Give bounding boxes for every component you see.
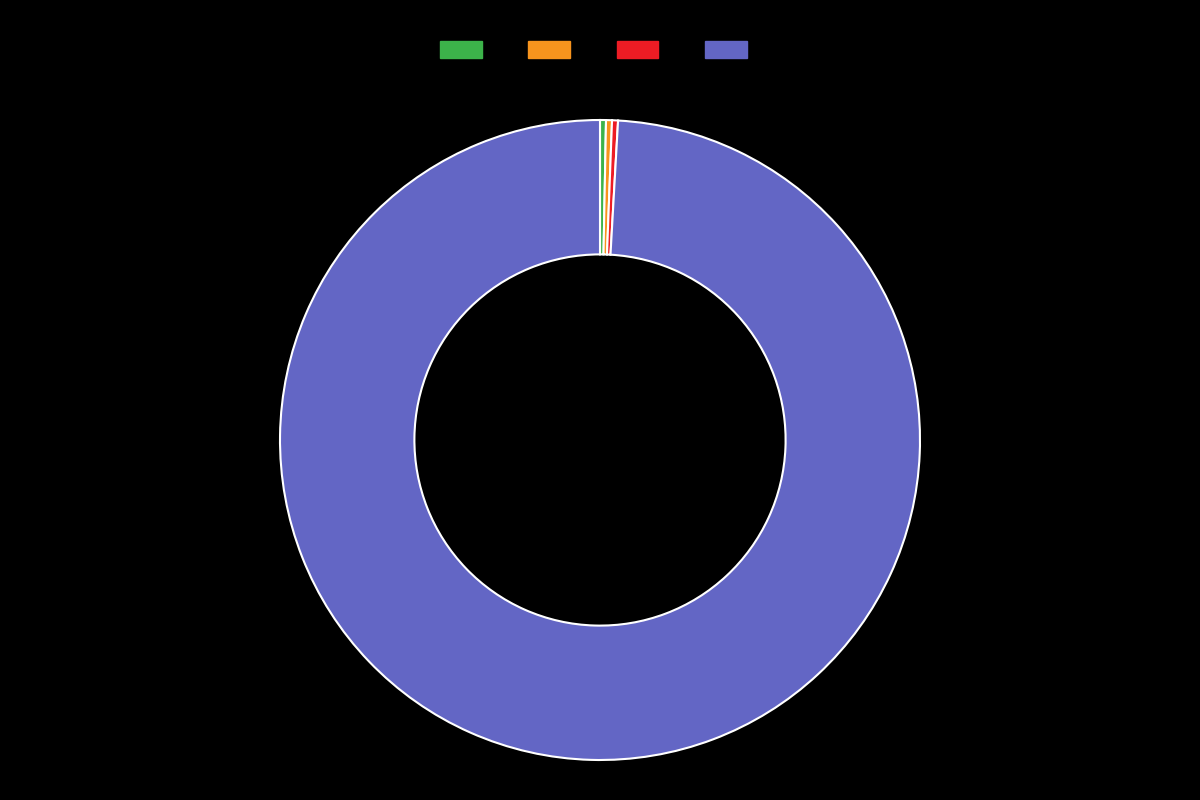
Wedge shape — [280, 120, 920, 760]
Wedge shape — [604, 120, 612, 254]
Wedge shape — [607, 120, 618, 254]
Wedge shape — [600, 120, 606, 254]
Legend: , , , : , , , — [432, 32, 768, 67]
